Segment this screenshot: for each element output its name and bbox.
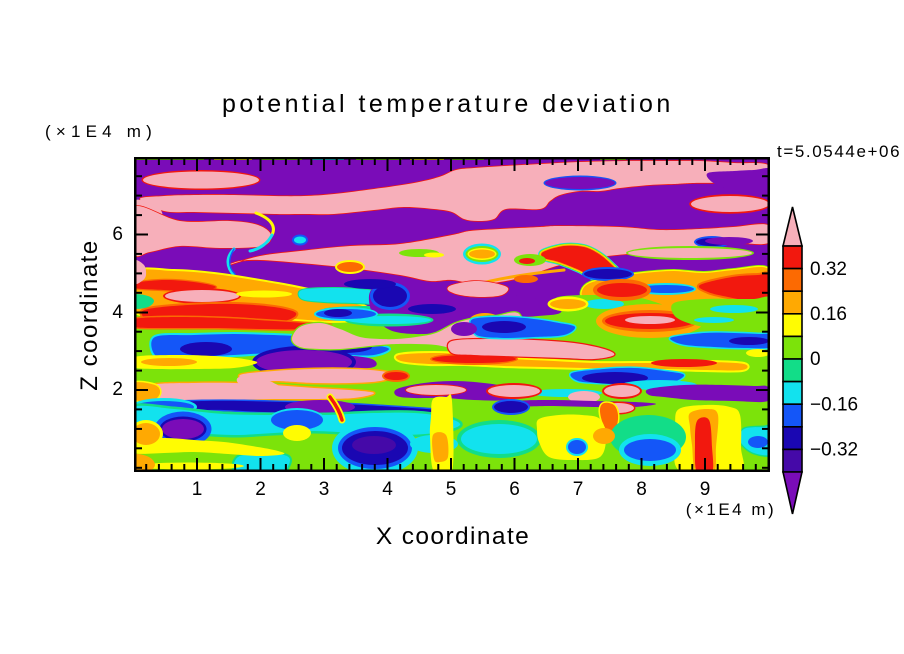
svg-text:−0.16: −0.16 bbox=[810, 395, 858, 416]
svg-text:−0.32: −0.32 bbox=[810, 440, 858, 461]
svg-text:0: 0 bbox=[810, 349, 821, 370]
svg-text:0.16: 0.16 bbox=[810, 304, 847, 325]
svg-text:0.32: 0.32 bbox=[810, 259, 847, 280]
